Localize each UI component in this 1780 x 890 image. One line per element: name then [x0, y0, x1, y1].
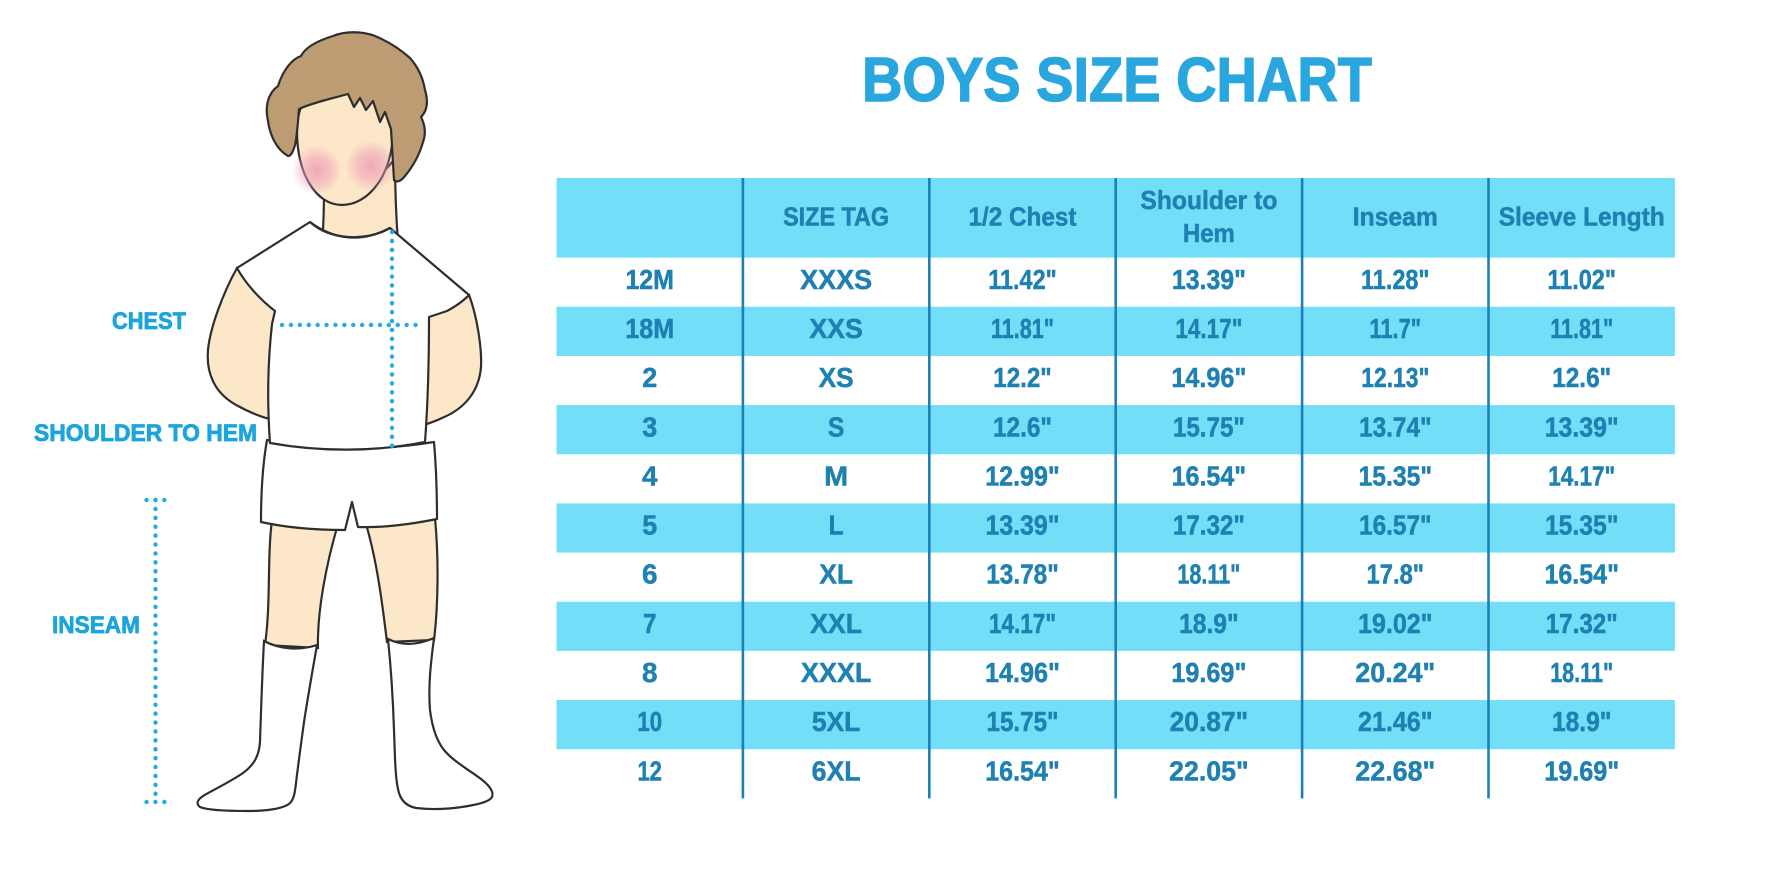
svg-text:12.13": 12.13" — [1361, 362, 1429, 393]
svg-text:10: 10 — [637, 706, 662, 737]
svg-text:7: 7 — [643, 608, 657, 639]
svg-text:6: 6 — [642, 559, 658, 590]
svg-text:CHEST: CHEST — [112, 308, 186, 335]
svg-text:12: 12 — [637, 755, 662, 786]
svg-text:18.11": 18.11" — [1550, 657, 1613, 688]
svg-text:20.24": 20.24" — [1355, 657, 1435, 688]
svg-text:17.8": 17.8" — [1367, 559, 1425, 590]
svg-text:19.69": 19.69" — [1544, 755, 1619, 786]
svg-text:14.96": 14.96" — [1171, 362, 1246, 393]
svg-text:XXS: XXS — [809, 313, 863, 344]
svg-text:11.7": 11.7" — [1370, 313, 1422, 344]
svg-text:8: 8 — [642, 657, 658, 688]
svg-text:18M: 18M — [625, 313, 674, 344]
svg-text:4: 4 — [642, 460, 658, 491]
svg-text:3: 3 — [642, 411, 657, 442]
svg-text:17.32": 17.32" — [1546, 608, 1618, 639]
svg-text:Hem: Hem — [1183, 218, 1235, 248]
svg-text:22.68": 22.68" — [1355, 755, 1435, 786]
svg-text:15.35": 15.35" — [1545, 510, 1619, 541]
svg-text:12.2": 12.2" — [993, 362, 1052, 393]
svg-text:12M: 12M — [625, 264, 674, 295]
svg-text:11.28": 11.28" — [1361, 264, 1430, 295]
svg-text:17.32": 17.32" — [1173, 510, 1245, 541]
svg-text:16.57": 16.57" — [1359, 510, 1432, 541]
svg-text:S: S — [828, 411, 845, 442]
svg-text:SHOULDER TO HEM: SHOULDER TO HEM — [34, 420, 257, 447]
svg-text:XXXS: XXXS — [800, 264, 872, 295]
svg-text:13.74": 13.74" — [1359, 411, 1432, 442]
svg-text:Shoulder to: Shoulder to — [1140, 185, 1277, 215]
svg-text:11.81": 11.81" — [991, 313, 1054, 344]
svg-text:XXL: XXL — [810, 608, 862, 639]
svg-text:20.87": 20.87" — [1170, 706, 1249, 737]
svg-text:18.9": 18.9" — [1179, 608, 1239, 639]
svg-text:XS: XS — [819, 362, 854, 393]
svg-text:14.96": 14.96" — [985, 657, 1060, 688]
svg-text:18.9": 18.9" — [1552, 706, 1612, 737]
svg-text:5XL: 5XL — [812, 706, 861, 737]
svg-text:11.81": 11.81" — [1550, 313, 1613, 344]
svg-text:INSEAM: INSEAM — [52, 612, 140, 639]
svg-text:15.75": 15.75" — [987, 706, 1059, 737]
svg-text:Inseam: Inseam — [1353, 202, 1438, 232]
svg-text:18.11": 18.11" — [1177, 559, 1240, 590]
svg-text:22.05": 22.05" — [1169, 755, 1249, 786]
svg-text:6XL: 6XL — [812, 755, 861, 786]
svg-text:11.42": 11.42" — [988, 264, 1057, 295]
svg-text:14.17": 14.17" — [989, 608, 1056, 639]
svg-text:11.02": 11.02" — [1547, 264, 1616, 295]
svg-text:2: 2 — [642, 362, 657, 393]
svg-text:BOYS SIZE CHART: BOYS SIZE CHART — [862, 46, 1372, 115]
svg-text:Sleeve Length: Sleeve Length — [1499, 202, 1665, 232]
svg-text:XXXL: XXXL — [801, 657, 872, 688]
svg-text:16.54": 16.54" — [1544, 559, 1619, 590]
svg-text:21.46": 21.46" — [1358, 706, 1433, 737]
svg-text:13.39": 13.39" — [1545, 411, 1619, 442]
svg-text:XL: XL — [819, 559, 853, 590]
svg-text:13.78": 13.78" — [986, 559, 1059, 590]
svg-text:16.54": 16.54" — [985, 755, 1060, 786]
svg-text:19.02": 19.02" — [1358, 608, 1433, 639]
svg-text:16.54": 16.54" — [1172, 460, 1247, 491]
svg-text:13.39": 13.39" — [986, 510, 1060, 541]
svg-text:15.75": 15.75" — [1173, 411, 1245, 442]
svg-text:5: 5 — [642, 510, 657, 541]
svg-text:M: M — [824, 460, 848, 491]
svg-text:12.6": 12.6" — [993, 411, 1052, 442]
svg-text:1/2 Chest: 1/2 Chest — [969, 202, 1077, 232]
svg-text:12.99": 12.99" — [985, 460, 1060, 491]
svg-text:SIZE TAG: SIZE TAG — [783, 202, 889, 232]
svg-text:15.35": 15.35" — [1359, 460, 1433, 491]
svg-text:13.39": 13.39" — [1172, 264, 1246, 295]
svg-text:14.17": 14.17" — [1548, 460, 1615, 491]
svg-text:L: L — [829, 510, 844, 541]
svg-text:14.17": 14.17" — [1175, 313, 1242, 344]
svg-text:12.6": 12.6" — [1552, 362, 1611, 393]
svg-text:19.69": 19.69" — [1171, 657, 1246, 688]
